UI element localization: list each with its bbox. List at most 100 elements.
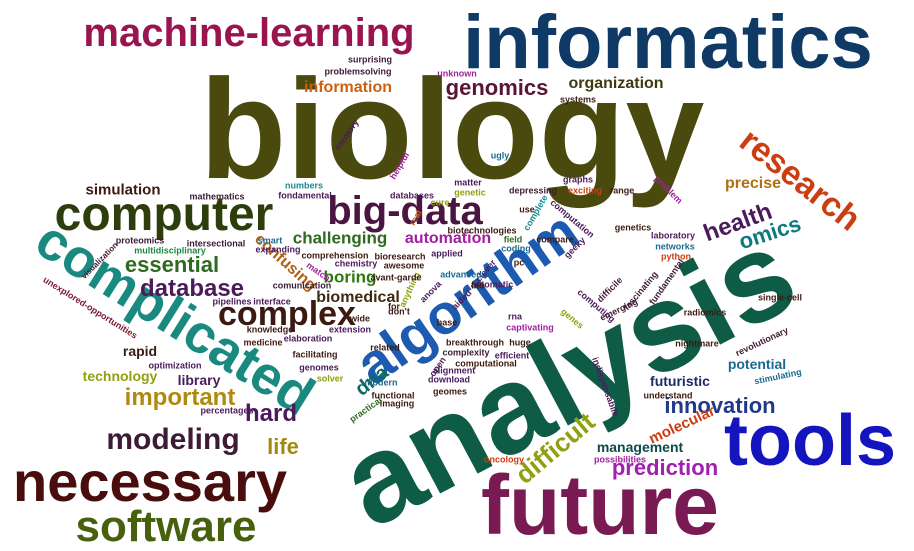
- word-use: use: [519, 204, 535, 215]
- word-coding: coding: [501, 243, 531, 254]
- word-python: python: [661, 251, 691, 262]
- word-life: life: [267, 434, 299, 459]
- word-efficient: efficient: [494, 350, 530, 361]
- word-comprehension: comprehension: [301, 250, 369, 261]
- word-genomics: genomics: [445, 75, 549, 100]
- word-future: future: [481, 458, 719, 551]
- word-laboratory: laboratory: [650, 230, 696, 241]
- word-problemsolving: problemsolving: [324, 66, 392, 77]
- word-precise: precise: [724, 175, 782, 192]
- word-simulation: simulation: [85, 181, 161, 199]
- word-understand: understand: [643, 390, 693, 401]
- word-interface: interface: [253, 296, 291, 307]
- word-automation: automation: [404, 230, 492, 247]
- word-geomes: geomes: [432, 386, 468, 397]
- word-wide: wide: [349, 313, 371, 324]
- word-organization: organization: [568, 75, 664, 92]
- word-elaboration: elaboration: [283, 333, 333, 344]
- word-rna: rna: [507, 311, 523, 322]
- word-machine-learning: machine-learning: [83, 11, 415, 55]
- word-breakthrough: breakthrough: [445, 337, 505, 348]
- word-management: management: [596, 439, 684, 455]
- word-tools: tools: [724, 401, 896, 481]
- word-single-cell: single-cell: [757, 292, 803, 303]
- word-optimization: optimization: [148, 360, 202, 371]
- word-percentages: percentages: [200, 405, 254, 416]
- word-avant-garde: avant-garde: [370, 272, 422, 283]
- word-dont: don't: [388, 306, 410, 317]
- word-advanced: advanced: [440, 269, 482, 280]
- word-exciting: exciting: [567, 185, 603, 196]
- word-depressing: depressing: [508, 185, 558, 196]
- word-technology: technology: [82, 368, 158, 384]
- word-radiomics: radiomics: [683, 307, 727, 318]
- word-surprising: surprising: [347, 54, 393, 65]
- word-medicine: medicine: [243, 337, 283, 348]
- word-biotechnologies: biotechnologies: [447, 225, 517, 236]
- word-innovation: innovation: [664, 393, 776, 418]
- word-field: field: [503, 234, 523, 245]
- word-pipelines: pipelines: [212, 296, 252, 307]
- word-multidisciplinary: multidisciplinary: [134, 245, 206, 256]
- word-mathematics: mathematics: [189, 191, 245, 202]
- word-potential: potential: [727, 356, 787, 372]
- word-extension: extension: [328, 324, 372, 335]
- word-chemistry: chemistry: [334, 258, 378, 269]
- word-imaging: imaging: [379, 398, 415, 409]
- word-bioresearch: bioresearch: [374, 251, 426, 262]
- word-smart: smart: [257, 235, 283, 246]
- word-pc: pc: [513, 257, 525, 268]
- word-complex: complex: [218, 295, 356, 333]
- word-oncology: oncology: [484, 454, 524, 465]
- word-modeling: modeling: [106, 423, 240, 456]
- word-library: library: [177, 372, 221, 388]
- word-functional: functional: [371, 390, 415, 401]
- word-hard: hard: [244, 400, 298, 427]
- word-automatic: automatic: [470, 279, 514, 290]
- word-necessary: necessary: [12, 450, 288, 513]
- word-huge: huge: [509, 337, 531, 348]
- word-knowledge: knowledge: [246, 324, 294, 335]
- word-download: download: [428, 374, 470, 385]
- word-networks: networks: [655, 241, 695, 252]
- word-intersectional: intersectional: [186, 238, 246, 249]
- word-genetics: genetics: [614, 222, 652, 233]
- word-challenging: challenging: [292, 228, 388, 248]
- word-rapid: rapid: [122, 343, 158, 359]
- word-cure: cure: [430, 197, 450, 208]
- word-for: for: [388, 301, 400, 312]
- word-systems: systems: [559, 94, 597, 105]
- word-ugly: ugly: [490, 150, 510, 161]
- word-genetic: genetic: [454, 187, 486, 198]
- word-comunication: comunication: [272, 280, 332, 291]
- word-database: database: [139, 275, 245, 302]
- word-range: range: [609, 185, 635, 196]
- word-biomedical: biomedical: [316, 289, 400, 306]
- word-genomes: genomes: [299, 362, 339, 373]
- word-proteomics: proteomics: [115, 235, 165, 246]
- word-essential: essential: [124, 252, 220, 277]
- word-numbers: numbers: [284, 180, 324, 191]
- word-information: information: [304, 79, 392, 96]
- word-expanding: expanding: [255, 244, 301, 255]
- word-modern: modern: [364, 377, 398, 388]
- word-big-data: big-data: [327, 189, 483, 233]
- word-awesome: awesome: [383, 260, 425, 271]
- word-graphs: graphs: [562, 174, 594, 185]
- word-complexity: complexity: [442, 347, 490, 358]
- word-possibilities: possibilities: [593, 454, 647, 465]
- word-unknown: unknown: [437, 68, 477, 79]
- word-base: base: [436, 317, 458, 328]
- word-computational: computational: [455, 358, 517, 369]
- word-related: related: [370, 342, 400, 353]
- word-applied: applied: [431, 248, 463, 259]
- word-important: important: [124, 384, 236, 411]
- word-facilitating: facilitating: [292, 349, 338, 360]
- word-alignment: alignment: [432, 365, 476, 376]
- word-captivating: captivating: [506, 322, 554, 333]
- word-matter: matter: [454, 177, 482, 188]
- word-informatics: informatics: [463, 0, 873, 85]
- word-compare: compare: [536, 234, 574, 245]
- word-prediction: prediction: [611, 455, 719, 480]
